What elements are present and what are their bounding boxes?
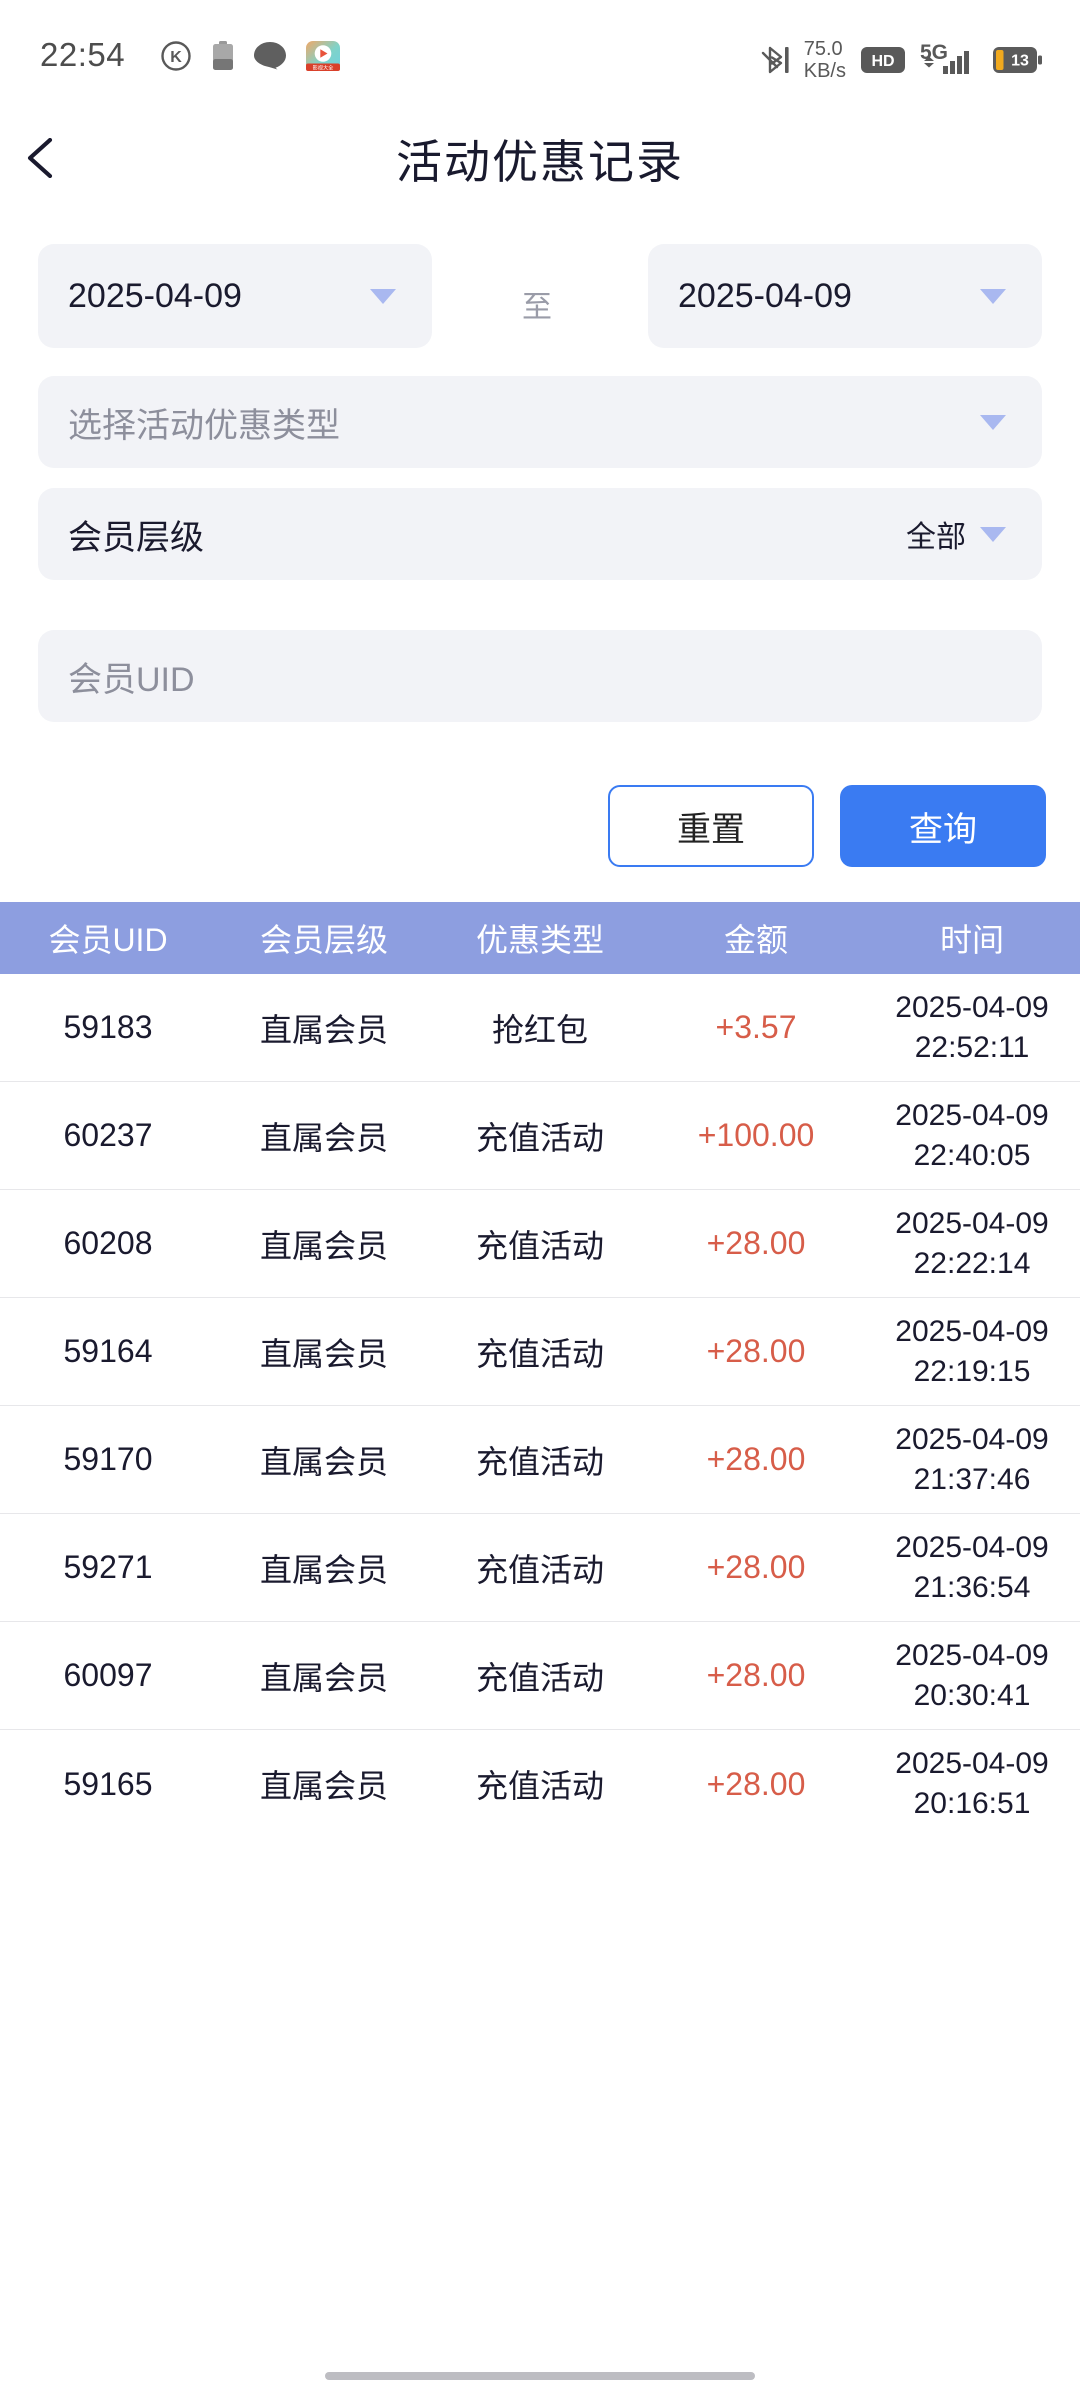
svg-text:13: 13 bbox=[1011, 53, 1029, 70]
svg-text:影视大全: 影视大全 bbox=[313, 63, 335, 71]
svg-text:K: K bbox=[170, 49, 182, 66]
svg-text:HD: HD bbox=[871, 53, 894, 70]
